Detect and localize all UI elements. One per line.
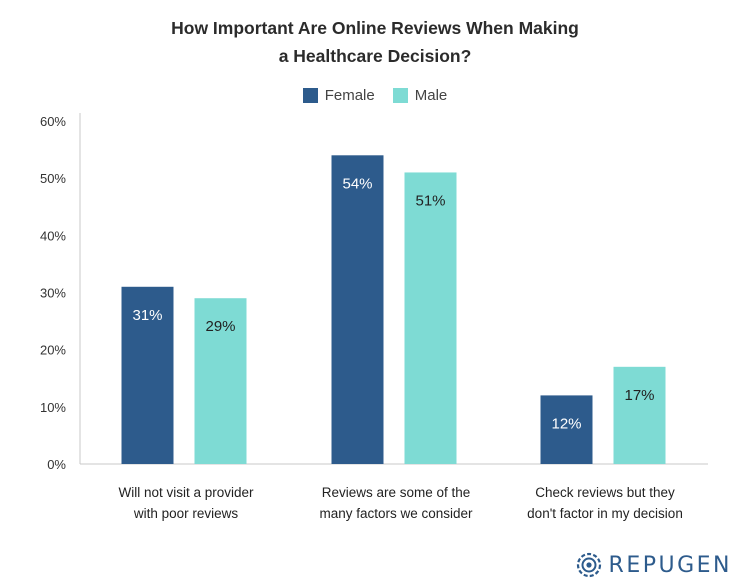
- data-label-male-1: 29%: [205, 318, 235, 335]
- bar-female-1: [121, 286, 174, 464]
- x-category-label: Reviews are some of the: [322, 485, 471, 500]
- brand-logo: REPUGEN: [576, 552, 732, 578]
- y-tick-label: 10%: [40, 400, 66, 415]
- bar-female-3: [540, 395, 593, 464]
- x-category-label: Check reviews but they: [535, 485, 675, 500]
- legend-label-female: Female: [324, 87, 375, 104]
- y-tick-label: 0%: [47, 457, 66, 472]
- y-tick-label: 50%: [40, 171, 66, 186]
- data-label-female-2: 54%: [342, 175, 372, 192]
- legend-item-male: Male: [392, 87, 448, 104]
- chart-title-line-2: a Healthcare Decision?: [278, 46, 472, 66]
- y-tick-label: 40%: [40, 228, 66, 243]
- bar-male-3: [613, 366, 666, 464]
- x-category-label: with poor reviews: [133, 506, 239, 521]
- legend-swatch-male: [392, 88, 408, 103]
- chart-title-line-1: How Important Are Online Reviews When Ma…: [171, 18, 579, 38]
- bar-female-2: [331, 155, 384, 465]
- bar-male-2: [404, 172, 457, 464]
- x-category-label: Will not visit a provider: [118, 485, 254, 500]
- y-tick-label: 20%: [40, 343, 66, 358]
- data-label-female-1: 31%: [132, 307, 162, 324]
- legend-swatch-female: [302, 88, 318, 103]
- brand-name: REPUGEN: [608, 552, 732, 578]
- chart-legend: Female Male: [0, 87, 750, 104]
- repugen-logo-icon: [576, 552, 601, 578]
- data-label-male-3: 17%: [624, 387, 654, 404]
- legend-item-female: Female: [302, 87, 375, 104]
- data-label-female-3: 12%: [551, 415, 581, 432]
- y-tick-label: 60%: [40, 114, 66, 129]
- y-tick-label: 30%: [40, 286, 66, 301]
- data-label-male-2: 51%: [415, 192, 445, 209]
- x-category-label: don't factor in my decision: [527, 506, 683, 521]
- legend-label-male: Male: [414, 87, 448, 104]
- x-category-label: many factors we consider: [319, 506, 473, 521]
- bar-male-1: [194, 298, 247, 464]
